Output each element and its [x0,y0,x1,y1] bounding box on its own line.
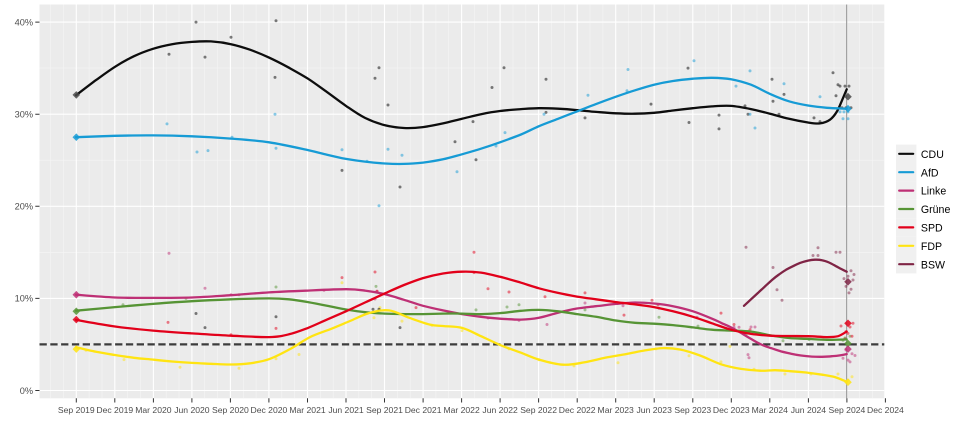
svg-text:Grüne: Grüne [921,204,951,216]
svg-text:Sep 2024: Sep 2024 [829,405,866,415]
svg-text:Linke: Linke [921,186,946,198]
svg-text:Dec 2022: Dec 2022 [559,405,596,415]
svg-text:Dec 2024: Dec 2024 [867,405,904,415]
svg-text:Dec 2021: Dec 2021 [405,405,442,415]
svg-text:30%: 30% [15,110,33,120]
svg-text:Jun 2022: Jun 2022 [482,405,518,415]
svg-text:BSW: BSW [921,259,945,271]
svg-text:AfD: AfD [921,167,939,179]
svg-text:Mar 2024: Mar 2024 [752,405,789,415]
svg-text:Sep 2023: Sep 2023 [674,405,711,415]
svg-text:10%: 10% [15,294,33,304]
svg-text:Jun 2021: Jun 2021 [328,405,364,415]
svg-text:SPD: SPD [921,223,943,235]
svg-text:Dec 2020: Dec 2020 [251,405,288,415]
svg-text:Mar 2020: Mar 2020 [135,405,172,415]
svg-text:40%: 40% [15,17,33,27]
svg-text:Mar 2021: Mar 2021 [289,405,326,415]
svg-text:Sep 2021: Sep 2021 [366,405,403,415]
svg-text:20%: 20% [15,202,33,212]
svg-text:Jun 2024: Jun 2024 [791,405,827,415]
svg-text:Mar 2023: Mar 2023 [598,405,635,415]
svg-text:Sep 2020: Sep 2020 [212,405,249,415]
svg-text:FDP: FDP [921,241,942,253]
svg-text:Jun 2020: Jun 2020 [174,405,210,415]
svg-text:Sep 2019: Sep 2019 [58,405,95,415]
svg-text:Dec 2023: Dec 2023 [713,405,750,415]
svg-text:CDU: CDU [921,149,944,161]
svg-text:Sep 2022: Sep 2022 [520,405,557,415]
svg-text:Mar 2022: Mar 2022 [443,405,480,415]
svg-text:Jun 2023: Jun 2023 [637,405,673,415]
svg-text:Dec 2019: Dec 2019 [96,405,133,415]
svg-text:0%: 0% [20,386,33,396]
